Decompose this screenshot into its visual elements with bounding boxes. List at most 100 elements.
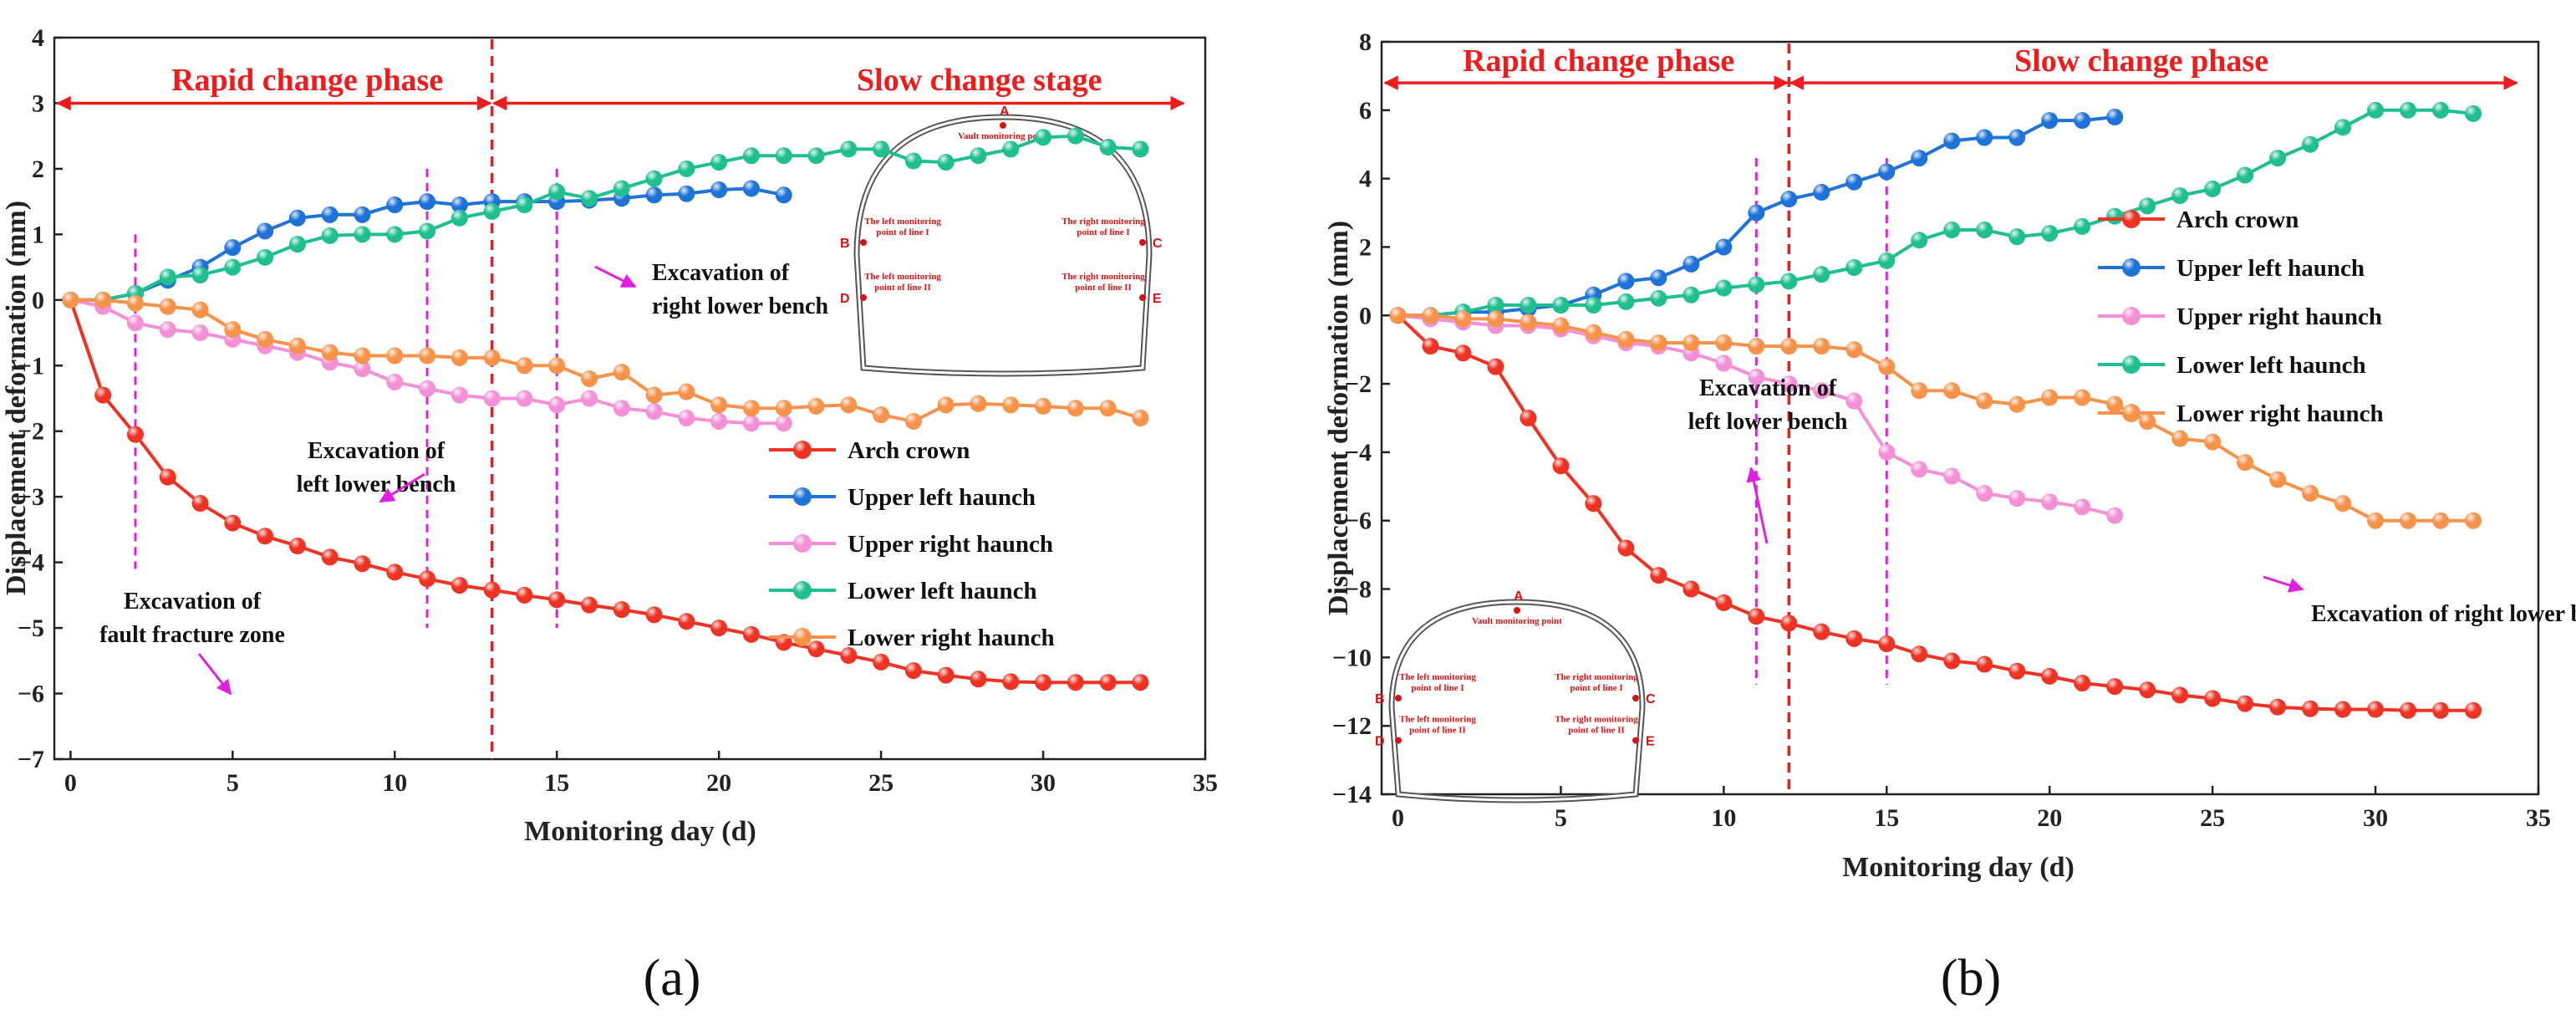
data-point-shine bbox=[1617, 273, 1635, 290]
data-point-shine bbox=[1067, 127, 1084, 145]
data-point-shine bbox=[321, 227, 339, 244]
data-point-shine bbox=[257, 222, 274, 240]
data-point-shine bbox=[419, 222, 436, 240]
data-point-shine bbox=[1067, 674, 1084, 691]
legend-marker-shine bbox=[793, 487, 812, 506]
tunnel-letter-b: B bbox=[840, 237, 850, 251]
legend-label-lower-left-haunch: Lower left haunch bbox=[2176, 352, 2366, 379]
data-point-shine bbox=[1132, 674, 1149, 691]
tunnel-left-line2-label: point of line II bbox=[874, 283, 931, 293]
panel-label: (a) bbox=[644, 950, 701, 1007]
data-point-shine bbox=[2432, 512, 2450, 529]
data-point-shine bbox=[354, 360, 371, 378]
data-point-shine bbox=[2302, 485, 2319, 502]
legend-label-upper-right-haunch: Upper right haunch bbox=[2176, 303, 2382, 330]
data-point-shine bbox=[840, 647, 858, 665]
data-point-shine bbox=[1035, 674, 1052, 691]
data-point-shine bbox=[94, 291, 112, 309]
data-point-shine bbox=[548, 396, 566, 414]
data-point-shine bbox=[710, 154, 728, 171]
data-point-shine bbox=[451, 196, 468, 214]
data-point-shine bbox=[1715, 279, 1733, 297]
data-point-shine bbox=[2074, 217, 2091, 235]
data-point-shine bbox=[1683, 286, 1700, 303]
data-point-shine bbox=[516, 196, 533, 214]
tunnel-right-line2-label: point of line II bbox=[1075, 283, 1132, 293]
data-point-shine bbox=[419, 347, 436, 365]
data-point-shine bbox=[1780, 191, 1798, 208]
data-point-shine bbox=[1132, 140, 1149, 158]
data-point-shine bbox=[1748, 276, 1765, 293]
annotation-text: left lower bench bbox=[297, 472, 456, 497]
annotation-arrow bbox=[594, 265, 637, 288]
data-point-shine bbox=[710, 396, 728, 414]
monitoring-point-e bbox=[1632, 737, 1639, 744]
data-point-shine bbox=[2041, 667, 2059, 685]
data-point-shine bbox=[904, 152, 922, 170]
data-point-shine bbox=[2302, 135, 2319, 153]
x-tick-label: 20 bbox=[706, 769, 731, 797]
legend-label-lower-left-haunch: Lower left haunch bbox=[848, 578, 1037, 604]
tunnel-lining-inner bbox=[1390, 600, 1644, 802]
data-point-shine bbox=[2171, 187, 2189, 205]
data-point-shine bbox=[2171, 430, 2189, 447]
y-tick-label: −10 bbox=[1332, 644, 1372, 671]
data-point-shine bbox=[775, 400, 792, 417]
y-tick-label: 2 bbox=[1359, 233, 1372, 261]
tunnel-right-line1-label: The right monitoring bbox=[1061, 217, 1145, 227]
data-point-shine bbox=[1099, 139, 1117, 156]
data-point-shine bbox=[1585, 324, 1602, 341]
data-point-shine bbox=[775, 147, 792, 165]
data-point-shine bbox=[386, 373, 404, 390]
data-point-shine bbox=[1099, 674, 1117, 691]
data-point-shine bbox=[516, 357, 533, 375]
data-point-shine bbox=[1487, 358, 1504, 375]
annotation-text: Excavation of bbox=[652, 260, 790, 286]
data-point-shine bbox=[1943, 132, 1961, 150]
data-point-shine bbox=[191, 495, 209, 513]
data-point-shine bbox=[2204, 433, 2222, 451]
data-point-shine bbox=[1845, 173, 1863, 191]
data-point-shine bbox=[613, 364, 630, 381]
data-point-shine bbox=[2367, 512, 2385, 529]
data-point-shine bbox=[1845, 341, 1863, 359]
data-point-shine bbox=[904, 662, 922, 680]
data-point-shine bbox=[613, 601, 630, 619]
data-point-shine bbox=[873, 406, 890, 424]
data-point-shine bbox=[1813, 266, 1830, 283]
data-point-shine bbox=[2074, 112, 2091, 130]
x-tick-label: 30 bbox=[2363, 804, 2388, 832]
data-point-shine bbox=[1585, 297, 1602, 314]
data-point-shine bbox=[159, 321, 176, 339]
x-tick-label: 35 bbox=[2526, 804, 2551, 832]
data-point-shine bbox=[126, 314, 144, 332]
data-point-shine bbox=[2139, 197, 2156, 215]
y-tick-label: −2 bbox=[18, 418, 44, 446]
legend-marker-shine bbox=[2122, 258, 2141, 277]
monitoring-point-b bbox=[860, 239, 867, 246]
data-point-shine bbox=[775, 186, 792, 204]
data-point-shine bbox=[2465, 512, 2482, 529]
data-point-shine bbox=[1878, 635, 1896, 652]
data-point-shine bbox=[645, 386, 663, 404]
data-point-shine bbox=[742, 625, 760, 643]
data-point-shine bbox=[1715, 238, 1733, 256]
series-line-lower-left-haunch bbox=[70, 134, 1141, 302]
data-point-shine bbox=[321, 548, 339, 566]
x-tick-label: 25 bbox=[868, 769, 893, 797]
data-point-shine bbox=[678, 185, 695, 202]
y-tick-label: −6 bbox=[1345, 507, 1372, 535]
tunnel-diagram: A B C D E Vault monitoring point The left moni… bbox=[1375, 589, 1656, 803]
annotation-text: left lower bench bbox=[1688, 409, 1848, 435]
data-point-shine bbox=[1813, 382, 1830, 400]
data-point-shine bbox=[94, 386, 112, 404]
tunnel-letter-c: C bbox=[1646, 692, 1656, 706]
plot-frame bbox=[53, 36, 1207, 761]
tunnel-letter-e: E bbox=[1153, 292, 1162, 306]
data-point-shine bbox=[1520, 297, 1537, 314]
legend-label-upper-left-haunch: Upper left haunch bbox=[2176, 255, 2365, 282]
data-point-shine bbox=[62, 291, 79, 309]
data-point-shine bbox=[451, 386, 468, 404]
annotation-text: Excavation of bbox=[308, 438, 445, 464]
